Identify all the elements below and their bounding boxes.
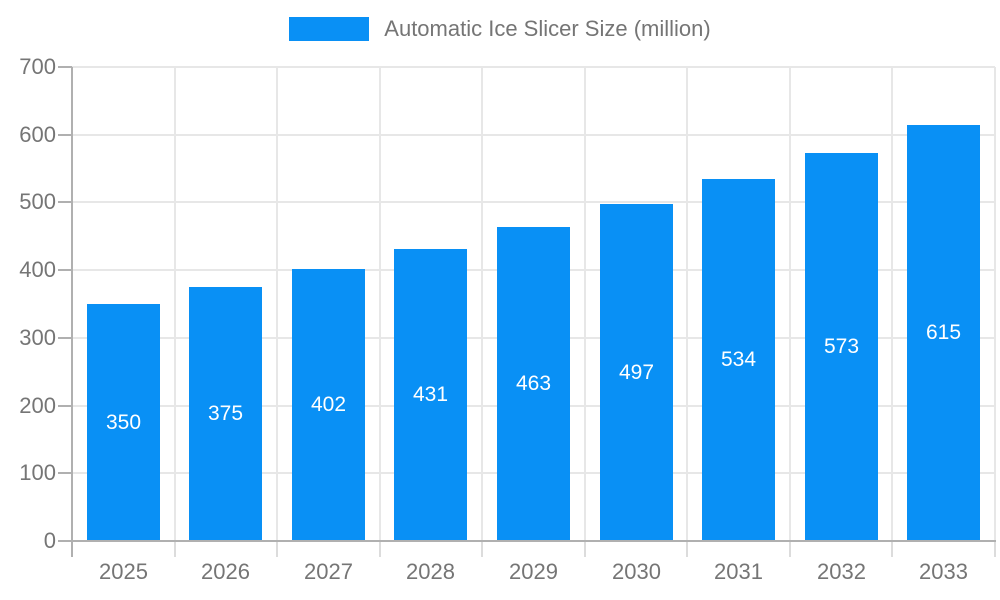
gridline-vertical (378, 67, 381, 541)
legend-label: Automatic Ice Slicer Size (million) (384, 16, 711, 41)
x-axis-label: 2027 (304, 559, 353, 584)
y-axis-tick (58, 201, 72, 204)
bar-value-label: 497 (618, 360, 655, 384)
x-axis-label: 2033 (919, 559, 968, 584)
x-axis-tick (994, 541, 996, 557)
x-axis-tick (173, 541, 176, 557)
gridline-vertical (276, 67, 279, 541)
bar-value-label: 615 (925, 321, 962, 344)
bar-2028: 431 (394, 249, 467, 541)
bar-2031: 534 (702, 179, 775, 541)
x-axis-tick (276, 541, 279, 557)
legend-swatch (289, 17, 370, 41)
x-axis-tick (891, 541, 894, 557)
y-axis-label: 100 (19, 460, 56, 486)
bar-value-label: 534 (720, 348, 757, 371)
bar-2033: 615 (907, 125, 980, 541)
gridline-horizontal (72, 66, 995, 68)
bar-value-label: 463 (515, 372, 552, 395)
y-axis-label: 500 (19, 189, 56, 215)
gridline-horizontal (72, 201, 995, 204)
legend-item[interactable]: Automatic Ice Slicer Size (million) (0, 16, 1000, 42)
gridline-horizontal (72, 133, 995, 136)
bar-value-label: 402 (310, 393, 347, 416)
x-axis-label: 2030 (612, 559, 661, 584)
bar-value-label: 350 (105, 410, 142, 434)
bar-2026: 375 (189, 287, 262, 541)
bar-2032: 573 (805, 153, 878, 541)
bar-2027: 402 (292, 269, 365, 541)
y-axis-tick (58, 336, 72, 339)
bar-2029: 463 (497, 227, 570, 541)
x-axis-label: 2028 (406, 559, 455, 584)
x-axis-label: 2032 (817, 559, 866, 584)
x-axis-tick (788, 541, 791, 557)
gridline-vertical (994, 67, 996, 541)
x-axis-tick (481, 541, 484, 557)
x-axis-label: 2025 (99, 559, 148, 584)
gridline-vertical (481, 67, 484, 541)
bar-value-label: 431 (412, 383, 449, 406)
y-axis-label: 600 (19, 121, 56, 147)
gridline-vertical (583, 67, 586, 541)
x-axis-label: 2029 (509, 559, 558, 584)
y-axis-label: 400 (19, 257, 56, 283)
x-axis-label: 2026 (201, 559, 250, 584)
x-axis-tick (378, 541, 381, 557)
gridline-vertical (173, 67, 176, 541)
y-axis-label: 0 (43, 528, 56, 553)
bar-value-label: 573 (823, 335, 860, 358)
x-axis-tick (686, 541, 689, 557)
y-axis-tick (58, 269, 72, 272)
bar-value-label: 375 (207, 402, 244, 425)
gridline-vertical (891, 67, 894, 541)
x-axis-line (71, 540, 996, 542)
y-axis-tick (58, 540, 72, 542)
y-axis-label: 700 (19, 54, 56, 79)
y-axis-label: 200 (19, 392, 56, 418)
bar-2025: 350 (87, 304, 160, 541)
y-axis-tick (58, 472, 72, 475)
bar-2030: 497 (600, 204, 673, 541)
x-axis-label: 2031 (714, 559, 763, 584)
y-axis-label: 300 (19, 324, 56, 350)
gridline-vertical (788, 67, 791, 541)
gridline-vertical (686, 67, 689, 541)
y-axis-line (71, 67, 73, 557)
y-axis-tick (58, 404, 72, 407)
x-axis-tick (583, 541, 586, 557)
y-axis-tick (58, 133, 72, 136)
y-axis-tick (58, 66, 72, 68)
